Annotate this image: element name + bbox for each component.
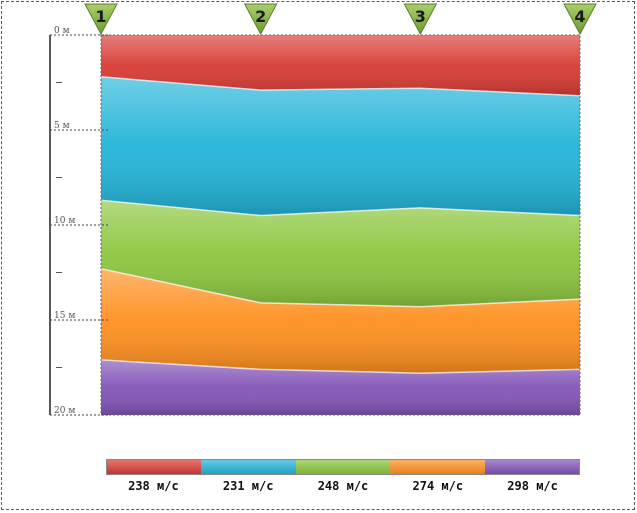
- depth-tick-label: 15 м: [54, 311, 75, 321]
- layer-boundary-3: [100, 267, 581, 308]
- layer-1-shading: [101, 35, 580, 96]
- geophone-marker-4: [563, 3, 597, 36]
- layer-boundary-1: [100, 76, 581, 97]
- depth-tick-label: 10 м: [54, 216, 75, 226]
- legend-swatch-3: [295, 460, 391, 474]
- legend-label-5: 298 м/с: [507, 479, 558, 493]
- geophone-marker-label: 2: [255, 7, 266, 26]
- depth-tick-label: 5 м: [54, 121, 70, 131]
- geophone-marker-3: [403, 3, 438, 36]
- geophone-marker-label: 3: [415, 7, 426, 26]
- geophone-marker-2: [243, 3, 278, 36]
- geophone-marker-label: 1: [95, 7, 106, 26]
- layer-3-shading: [101, 200, 580, 307]
- layer-boundary-4: [100, 359, 581, 374]
- geophone-marker-label: 4: [574, 7, 585, 26]
- legend-label-1: 238 м/с: [128, 479, 179, 493]
- geophone-marker-1: [84, 3, 118, 36]
- layer-5-shading: [101, 359, 580, 415]
- legend-swatch-1: [107, 460, 202, 474]
- legend-swatch-4: [390, 460, 485, 474]
- legend-swatch-5: [484, 460, 580, 474]
- legend-label-3: 248 м/с: [317, 479, 369, 493]
- section-border: [100, 34, 581, 416]
- legend-swatch-2: [201, 460, 296, 474]
- legend-swatches: [106, 459, 580, 475]
- depth-axis: 0 м 5 м 10 м 15 м 20 м: [49, 26, 110, 416]
- depth-tick-label: 0 м: [54, 26, 70, 36]
- velocity-legend: 238 м/с 231 м/с 248 м/с 274 м/с 298 м/с: [106, 459, 580, 499]
- layer-2-shading: [101, 76, 580, 216]
- legend-labels: 238 м/с 231 м/с 248 м/с 274 м/с 298 м/с: [106, 479, 580, 493]
- layer-boundary-2: [100, 199, 581, 217]
- legend-label-2: 231 м/с: [222, 479, 274, 493]
- layers-group: [100, 35, 581, 415]
- depth-tick-label: 20 м: [54, 406, 75, 416]
- legend-label-4: 274 м/с: [412, 479, 464, 493]
- geophone-markers: 1 2 3 4: [84, 3, 597, 36]
